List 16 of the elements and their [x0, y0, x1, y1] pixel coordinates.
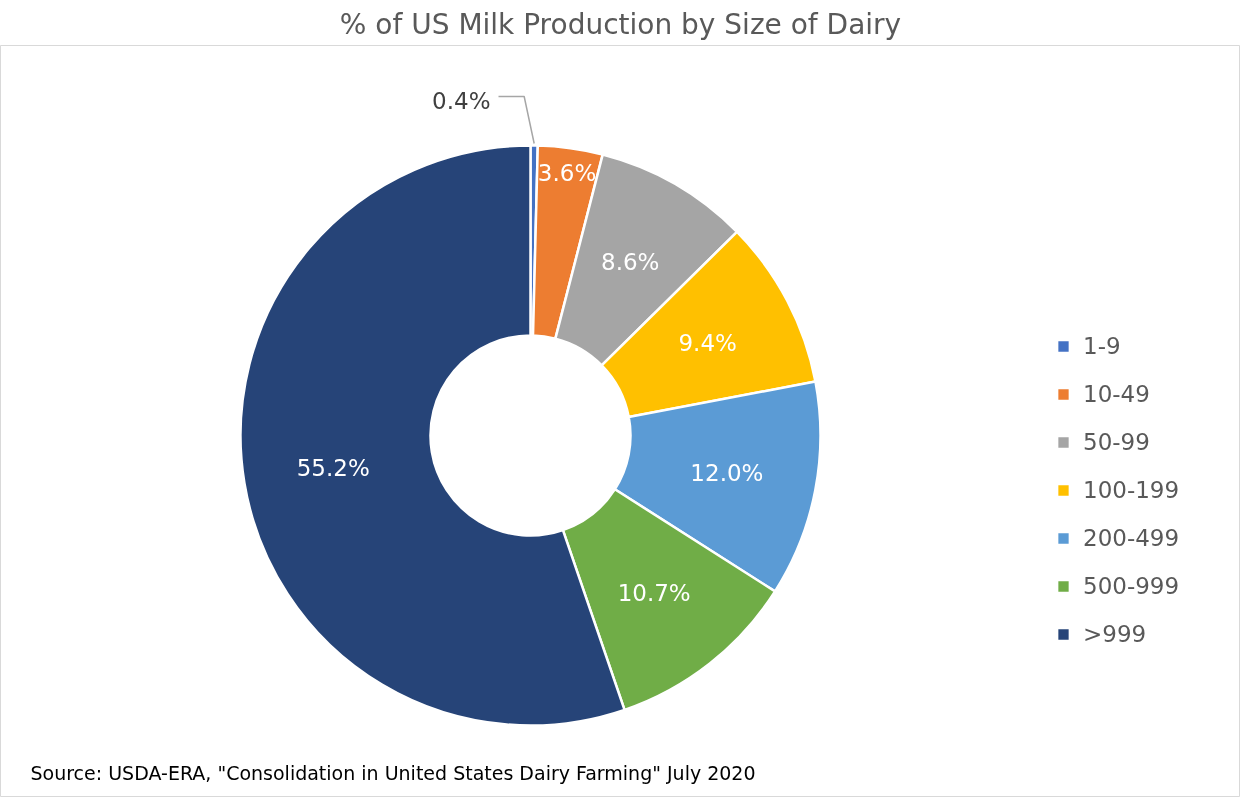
legend-label: 100-199 [1083, 477, 1180, 503]
data-label: 10.7% [617, 579, 691, 606]
data-label: 0.4% [432, 87, 491, 114]
legend-label: 1-9 [1083, 333, 1121, 359]
legend-label: 200-499 [1083, 525, 1180, 551]
data-label: 12.0% [690, 460, 764, 487]
data-label: 8.6% [601, 249, 660, 276]
data-label: 55.2% [296, 455, 370, 482]
legend-label: 500-999 [1083, 573, 1180, 599]
legend-label: 10-49 [1083, 381, 1150, 407]
legend-label: >999 [1083, 621, 1147, 647]
legend-label: 50-99 [1083, 429, 1150, 455]
source-note: Source: USDA-ERA, "Consolidation in United States Dairy Farming" July 2020 [30, 761, 756, 784]
chart-title: % of US Milk Production by Size of Dairy [339, 7, 902, 41]
data-label: 9.4% [678, 329, 737, 356]
data-label: 3.6% [537, 160, 597, 187]
